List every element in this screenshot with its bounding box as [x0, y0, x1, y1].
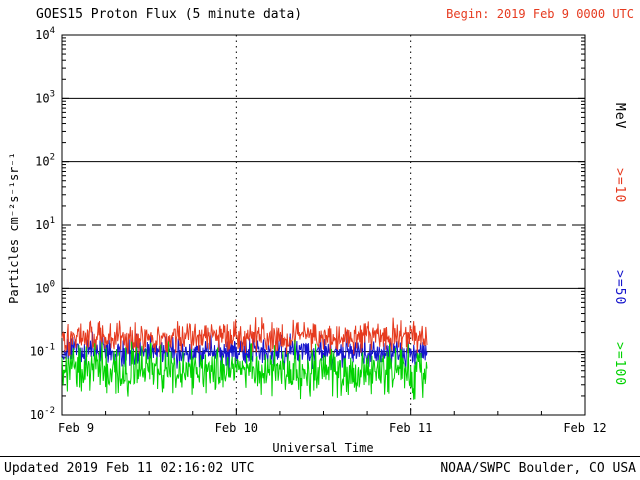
- svg-text:102: 102: [35, 153, 55, 169]
- svg-text:104: 104: [35, 26, 55, 42]
- svg-text:Feb 10: Feb 10: [215, 421, 258, 435]
- svg-text:10-1: 10-1: [30, 343, 55, 359]
- svg-text:103: 103: [35, 89, 55, 105]
- updated-timestamp: Updated 2019 Feb 11 02:16:02 UTC: [4, 461, 255, 476]
- svg-text:Feb 11: Feb 11: [389, 421, 432, 435]
- svg-text:Feb 9: Feb 9: [58, 421, 94, 435]
- mev-unit-label: MeV: [612, 103, 627, 130]
- energy-label-ge10: >=10: [612, 168, 627, 204]
- svg-text:Feb 12: Feb 12: [563, 421, 606, 435]
- begin-timestamp: Begin: 2019 Feb 9 0000 UTC: [446, 7, 634, 21]
- svg-text:101: 101: [35, 216, 55, 232]
- x-axis-label: Universal Time: [272, 441, 374, 455]
- chart-title: GOES15 Proton Flux (5 minute data): [36, 7, 303, 22]
- energy-label-ge50: >=50: [612, 270, 627, 306]
- energy-label-ge100: >=100: [612, 342, 627, 387]
- svg-text:100: 100: [35, 279, 55, 295]
- footer-divider: [0, 456, 640, 457]
- svg-text:10-2: 10-2: [30, 406, 55, 422]
- source-attribution: NOAA/SWPC Boulder, CO USA: [440, 461, 636, 476]
